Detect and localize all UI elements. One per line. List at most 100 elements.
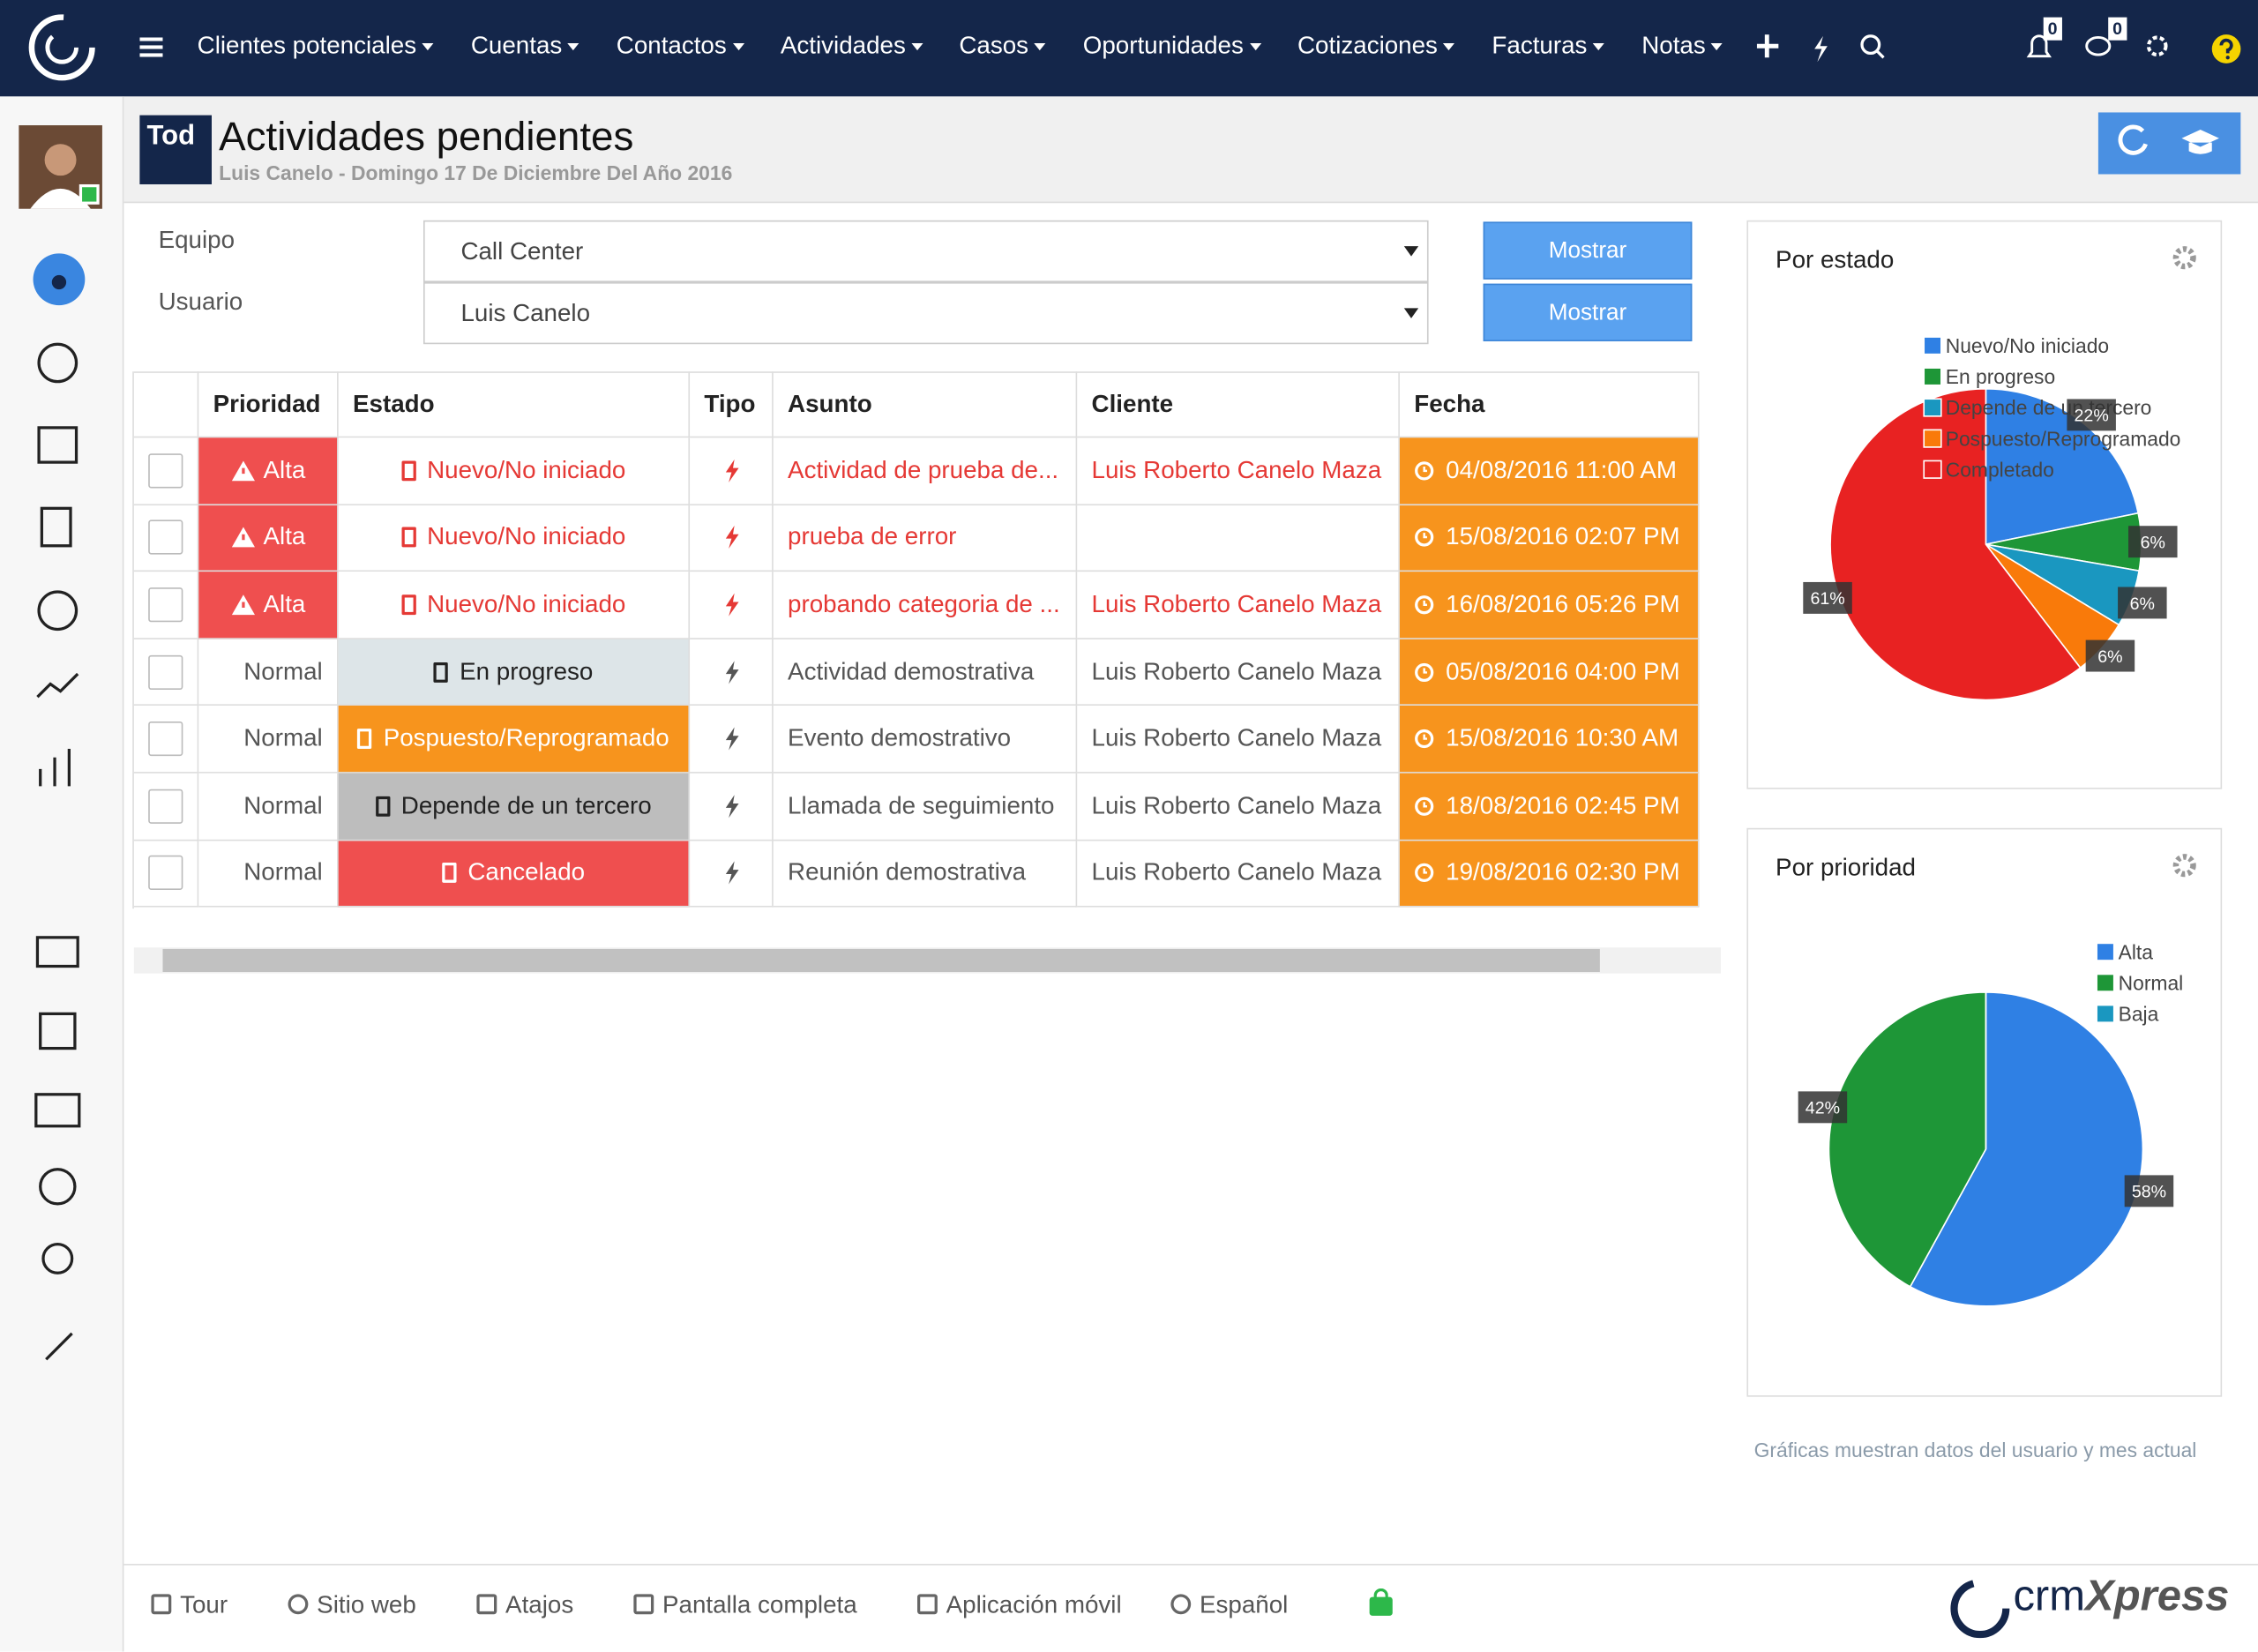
menu-icon[interactable] — [139, 37, 163, 57]
notification-count[interactable]: 0 — [2043, 17, 2062, 41]
client-text[interactable]: Luis Roberto Canelo Maza — [1091, 791, 1382, 819]
status-icons[interactable] — [2023, 32, 2182, 64]
footer-item[interactable]: Tour — [151, 1591, 228, 1620]
logo-text: crm — [2013, 1572, 2086, 1620]
type-icon — [725, 459, 738, 482]
date-text: 18/08/2016 02:45 PM — [1446, 791, 1680, 819]
help-icon[interactable] — [2210, 34, 2242, 65]
checkbox[interactable] — [148, 789, 183, 824]
priority-cell: Normal — [198, 639, 339, 706]
checkbox[interactable] — [148, 452, 183, 489]
checkbox[interactable] — [148, 587, 183, 623]
scrollbar-thumb[interactable] — [162, 948, 1600, 973]
nav-item[interactable]: Clientes potenciales — [198, 32, 434, 61]
filter-select[interactable]: Call Center — [422, 220, 1429, 282]
sidebar-icons[interactable] — [29, 250, 93, 1373]
checkbox[interactable] — [148, 856, 183, 891]
header-cell[interactable]: Asunto — [773, 371, 1078, 438]
subject-cell[interactable]: Reunión demostrativa — [773, 840, 1078, 908]
type-cell — [690, 773, 774, 841]
client-text[interactable]: Luis Roberto Canelo Maza — [1091, 858, 1382, 886]
client-text[interactable]: Luis Roberto Canelo Maza — [1091, 590, 1382, 618]
header-cell[interactable]: Fecha — [1399, 371, 1700, 438]
toolbar-icons[interactable] — [1756, 34, 1901, 64]
priority-cell: Normal — [198, 706, 339, 774]
checkbox[interactable] — [148, 520, 183, 556]
subject-cell[interactable]: Evento demostrativo — [773, 706, 1078, 774]
subject-cell[interactable]: Llamada de seguimiento — [773, 773, 1078, 841]
status-icon — [441, 863, 457, 884]
value-label-box — [1798, 1091, 1848, 1124]
row-checkbox-cell — [133, 639, 199, 706]
value-label: 6% — [2141, 534, 2165, 553]
footer-item[interactable]: Sitio web — [288, 1591, 416, 1620]
nav-item[interactable]: Notas — [1641, 32, 1723, 61]
nav-item[interactable]: Actividades — [781, 32, 923, 61]
gear — [2172, 854, 2196, 878]
avatar[interactable] — [19, 125, 105, 212]
value-label-box — [2124, 1175, 2174, 1207]
priority-text: Alta — [263, 523, 306, 551]
legend-label: Nuevo/No iniciado — [1946, 334, 2109, 357]
priority-text: Normal — [243, 791, 323, 819]
clock-icon — [1415, 796, 1434, 816]
header-cell[interactable]: Estado — [338, 371, 691, 438]
header-cell[interactable]: Cliente — [1077, 371, 1400, 438]
status-cell: Nuevo/No iniciado — [338, 505, 691, 572]
checkbox[interactable] — [148, 721, 183, 757]
subject-cell[interactable]: Actividad de prueba de... — [773, 437, 1078, 505]
client-text[interactable]: Luis Roberto Canelo Maza — [1091, 724, 1382, 752]
header-cell[interactable]: Prioridad — [198, 371, 339, 438]
app-logo[interactable] — [26, 11, 98, 84]
type-cell — [690, 706, 774, 774]
logo-text: Xpress — [2085, 1572, 2230, 1620]
nav-item[interactable]: Contactos — [617, 32, 744, 61]
footer-border — [123, 1564, 2258, 1566]
client-cell: Luis Roberto Canelo Maza — [1077, 639, 1400, 706]
status-text: Pospuesto/Reprogramado — [383, 724, 669, 752]
nav-item[interactable]: Facturas — [1492, 32, 1604, 61]
client-cell — [1077, 505, 1400, 572]
footer-item[interactable]: Aplicación móvil — [916, 1591, 1122, 1620]
footer-item[interactable]: Español — [1170, 1591, 1288, 1620]
footer-item[interactable]: Atajos — [476, 1591, 573, 1620]
status-cell: Cancelado — [338, 840, 691, 908]
type-icon — [725, 861, 738, 886]
show-button[interactable]: Mostrar — [1483, 221, 1693, 280]
type-cell — [690, 505, 774, 572]
header-cell[interactable]: Tipo — [690, 371, 774, 438]
date-cell: 15/08/2016 10:30 AM — [1399, 706, 1700, 774]
priority-text: Alta — [263, 456, 306, 484]
subject-cell[interactable]: Actividad demostrativa — [773, 639, 1078, 706]
nav-item[interactable]: Cotizaciones — [1297, 32, 1454, 61]
row-checkbox-cell — [133, 505, 199, 572]
status-icon — [400, 527, 416, 549]
client-text[interactable]: Luis Roberto Canelo Maza — [1091, 657, 1382, 685]
status-text: Cancelado — [467, 858, 586, 886]
nav-item[interactable]: Casos — [959, 32, 1045, 61]
subject-cell[interactable]: probando categoria de ... — [773, 572, 1078, 639]
status-cell: Depende de un tercero — [338, 773, 691, 841]
lock-icon[interactable] — [1369, 1596, 1393, 1616]
legend-label: En progreso — [1946, 365, 2055, 388]
legend-swatch — [1923, 398, 1942, 417]
nav-item[interactable]: Cuentas — [471, 32, 579, 61]
footer-text: Atajos — [505, 1591, 574, 1619]
checkbox[interactable] — [148, 654, 183, 690]
client-text[interactable]: Luis Roberto Canelo Maza — [1091, 456, 1382, 484]
select-caret — [1403, 246, 1419, 264]
date-cell: 04/08/2016 11:00 AM — [1399, 437, 1700, 505]
subject-cell[interactable]: prueba de error — [773, 505, 1078, 572]
type-icon — [725, 794, 738, 819]
nav-item[interactable]: Oportunidades — [1083, 32, 1261, 61]
type-cell — [690, 437, 774, 505]
filter-select[interactable]: Luis Canelo — [422, 281, 1429, 345]
message-count[interactable]: 0 — [2108, 17, 2127, 41]
scrollbar-track[interactable] — [133, 947, 1722, 974]
header-buttons[interactable] — [2097, 112, 2241, 175]
footer-item[interactable]: Pantalla completa — [633, 1591, 857, 1620]
row-checkbox-cell — [133, 706, 199, 774]
show-button[interactable]: Mostrar — [1483, 283, 1693, 341]
header-cell — [133, 371, 199, 438]
